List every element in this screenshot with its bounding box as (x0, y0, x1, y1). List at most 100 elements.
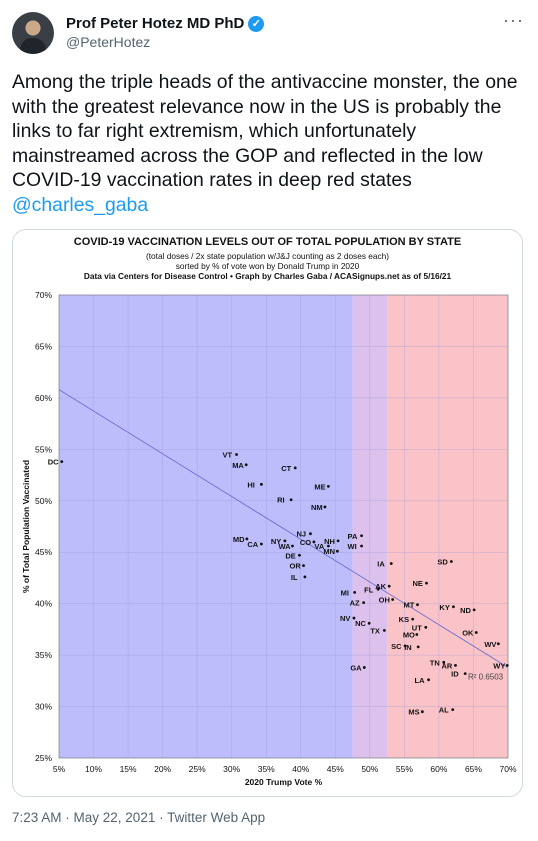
point-label-de: DE (285, 551, 295, 560)
point-label-ky: KY (439, 603, 449, 612)
point-ri (289, 498, 293, 502)
point-label-hi: HI (247, 480, 255, 489)
x-tick-label: 25% (189, 764, 206, 774)
point-wy (505, 664, 509, 667)
point-or (302, 564, 305, 567)
x-tick-label: 50% (361, 764, 378, 774)
y-tick-label: 55% (35, 444, 52, 454)
x-tick-label: 5% (53, 764, 66, 774)
y-tick-label: 45% (35, 547, 52, 557)
author-handle[interactable]: @PeterHotez (66, 34, 151, 50)
chart-image[interactable]: COVID-19 VACCINATION LEVELS OUT OF TOTAL… (12, 229, 523, 797)
point-label-nm: NM (311, 503, 323, 512)
point-ga (362, 666, 366, 669)
meta-separator-1: · (61, 810, 74, 825)
point-nj (309, 532, 312, 536)
point-label-wv: WV (484, 640, 496, 649)
point-label-oh: OH (379, 596, 390, 605)
point-nh (336, 539, 340, 543)
point-label-ks: KS (399, 615, 409, 624)
chart-subtitle-line-3: Data via Centers for Disease Control • G… (83, 271, 452, 281)
y-tick-label: 50% (35, 496, 52, 506)
point-label-wi: WI (348, 542, 357, 551)
y-tick-label: 30% (35, 702, 52, 712)
point-label-ok: OK (462, 628, 474, 637)
point-mo (415, 633, 419, 636)
point-label-in: IN (404, 643, 412, 652)
verified-badge-icon: ✓ (248, 15, 265, 32)
x-axis-label: 2020 Trump Vote % (245, 777, 323, 787)
tweet-source[interactable]: Twitter Web App (167, 810, 266, 825)
point-label-ut: UT (412, 623, 422, 632)
r-squared-label: R² 0.6503 (468, 672, 504, 681)
point-ut (424, 625, 428, 629)
tweet-time[interactable]: 7:23 AM (12, 810, 62, 825)
point-label-mn: MN (323, 547, 335, 556)
point-ny (283, 539, 287, 543)
point-label-ak: AK (375, 582, 386, 591)
point-label-nh: NH (324, 537, 335, 546)
x-tick-label: 60% (430, 764, 447, 774)
point-label-al: AL (439, 706, 449, 715)
y-tick-label: 40% (35, 599, 52, 609)
x-tick-label: 15% (120, 764, 137, 774)
point-label-la: LA (415, 676, 426, 685)
point-ak (387, 584, 391, 588)
point-label-co: CO (300, 538, 311, 547)
tweet-body: Among the triple heads of the antivaccin… (12, 71, 518, 192)
point-ia (389, 562, 393, 565)
meta-separator-2: · (155, 810, 168, 825)
y-tick-label: 65% (35, 341, 52, 351)
point-label-mt: MT (404, 601, 415, 610)
point-wa (291, 544, 294, 548)
point-la (427, 678, 430, 682)
point-sc (403, 644, 407, 648)
point-tn (442, 660, 446, 664)
point-label-va: VA (314, 542, 324, 551)
point-ar (454, 664, 457, 667)
point-label-ma: MA (232, 461, 244, 470)
point-in (416, 645, 420, 649)
point-co (312, 540, 316, 544)
point-wi (360, 544, 363, 548)
point-label-id: ID (451, 670, 459, 679)
point-nm (323, 505, 327, 509)
avatar[interactable] (12, 12, 54, 54)
point-label-il: IL (291, 573, 298, 582)
point-label-me: ME (314, 482, 325, 491)
point-ca (259, 542, 263, 546)
point-label-tx: TX (370, 626, 380, 635)
point-ms (420, 710, 424, 714)
point-label-ar: AR (442, 661, 453, 670)
author-name-row[interactable]: Prof Peter Hotez MD PhD ✓ (66, 15, 265, 32)
point-label-pa: PA (348, 532, 358, 541)
point-de (297, 553, 301, 557)
mention-link[interactable]: @charles_gaba (12, 193, 149, 216)
point-label-sd: SD (437, 557, 448, 566)
point-nc (367, 621, 371, 625)
point-label-az: AZ (350, 599, 360, 608)
point-label-ny: NY (271, 537, 281, 546)
point-label-dc: DC (48, 458, 59, 467)
point-ok (474, 631, 478, 634)
tweet-date[interactable]: May 22, 2021 (73, 810, 156, 825)
point-ma (244, 463, 248, 467)
y-axis-label: % of Total Population Vaccinated (21, 460, 31, 593)
more-options-icon[interactable]: ··· (503, 10, 524, 30)
point-label-tn: TN (430, 658, 440, 667)
point-label-ne: NE (412, 579, 422, 588)
point-label-ct: CT (281, 464, 291, 473)
trendline (58, 389, 509, 668)
chart-title: COVID-19 VACCINATION LEVELS OUT OF TOTAL… (73, 236, 462, 248)
x-tick-label: 30% (223, 764, 240, 774)
x-tick-label: 10% (85, 764, 102, 774)
author-display-name[interactable]: Prof Peter Hotez MD PhD (66, 15, 245, 32)
point-label-ga: GA (350, 663, 362, 672)
point-label-wa: WA (278, 542, 291, 551)
x-tick-label: 40% (292, 764, 309, 774)
point-label-nc: NC (355, 619, 366, 628)
point-nd (472, 608, 476, 612)
x-tick-label: 70% (499, 764, 516, 774)
point-ct (293, 466, 297, 470)
point-ne (425, 581, 428, 585)
